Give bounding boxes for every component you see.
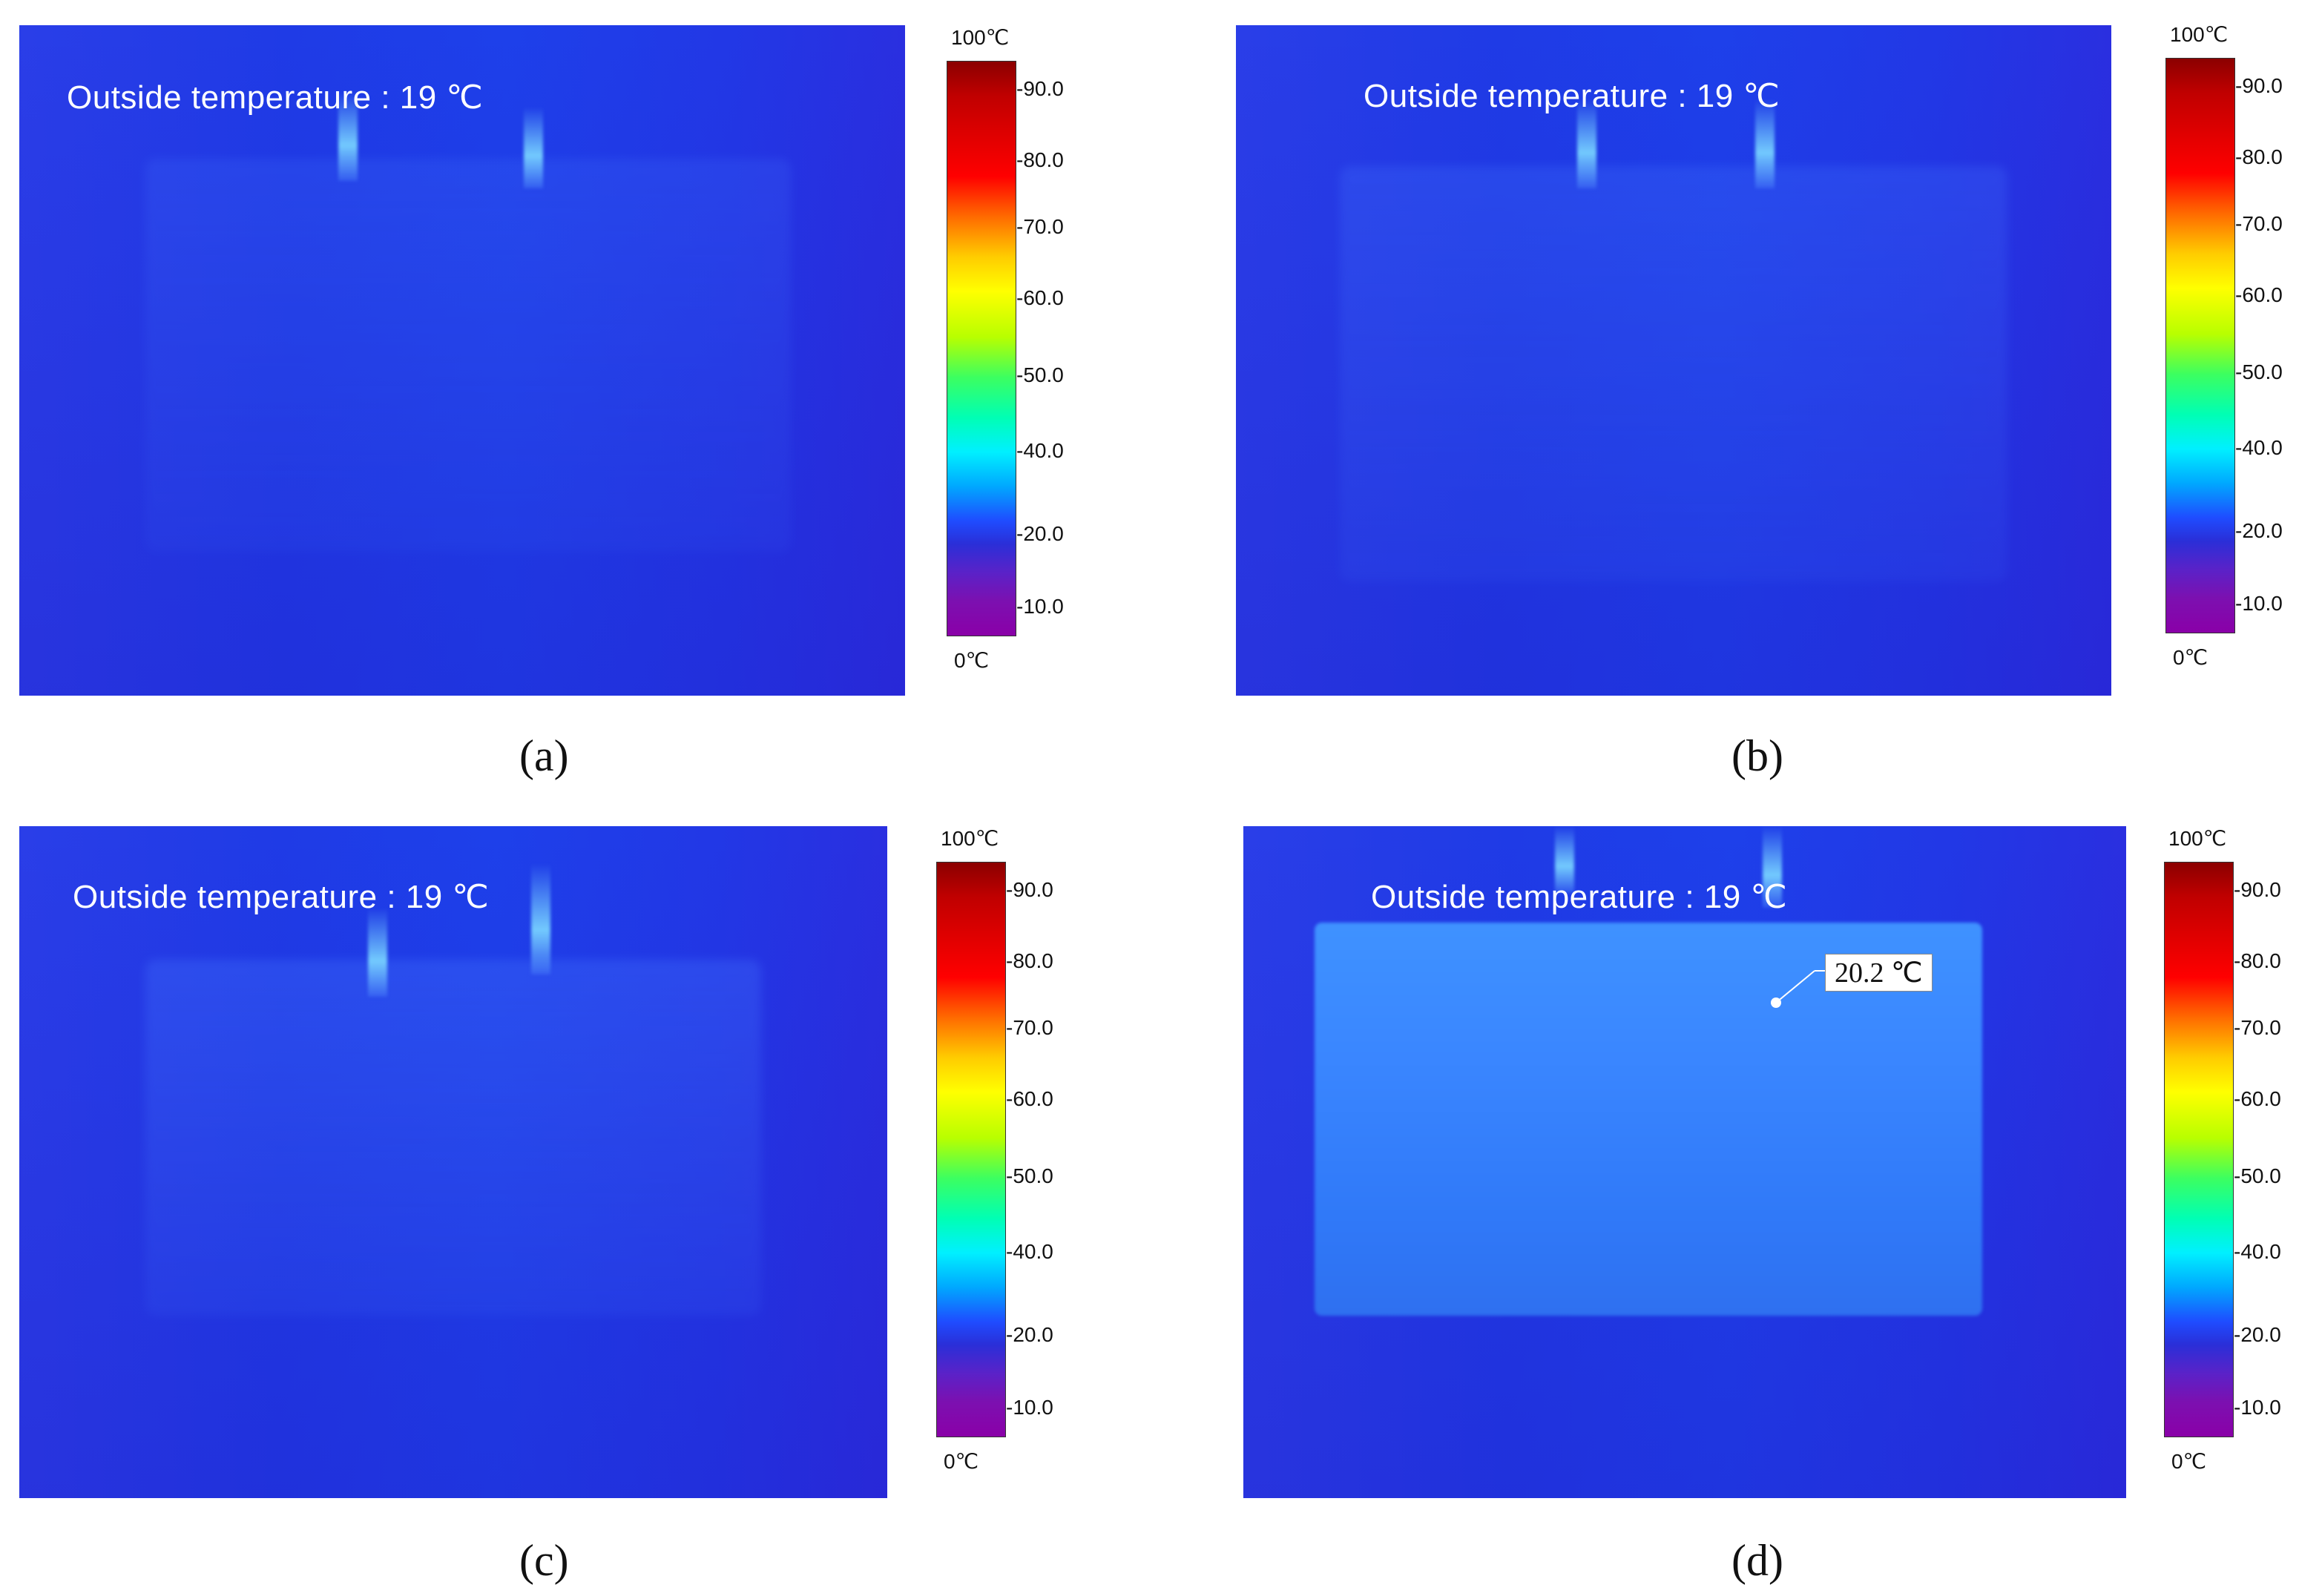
heated-block <box>1340 166 2007 581</box>
colorbar-tick: -60.0 <box>2234 1087 2281 1110</box>
colorbar-tick: -90.0 <box>2234 878 2281 901</box>
heated-block <box>145 960 761 1316</box>
temperature-callout: 20.2 ℃ <box>1825 954 1933 992</box>
colorbar-tick: -60.0 <box>2235 283 2283 306</box>
wire-right <box>1763 826 1782 908</box>
colorbar-tick: -50.0 <box>2235 360 2283 383</box>
colorbar-tick: -20.0 <box>1006 1323 1053 1346</box>
colorbar-min-label: 0℃ <box>2171 1450 2207 1473</box>
colorbar: 100℃ -90.0 -80.0 -70.0 -60.0 -50.0 -40.0… <box>939 25 1064 693</box>
colorbar-tick: -10.0 <box>1016 595 1064 618</box>
colorbar-gradient <box>936 862 1006 1437</box>
outside-temperature-caption: Outside temperature : 19 ℃ <box>1364 78 1780 114</box>
colorbar-tick: -80.0 <box>1006 949 1053 972</box>
colorbar-tick: -20.0 <box>2234 1323 2281 1346</box>
colorbar-tick: -70.0 <box>1016 215 1064 238</box>
colorbar-tick: -40.0 <box>1006 1240 1053 1263</box>
colorbar-tick: -80.0 <box>1016 148 1064 171</box>
colorbar-tick: -50.0 <box>1006 1164 1053 1187</box>
colorbar: 100℃ -90.0 -80.0 -70.0 -60.0 -50.0 -40.0… <box>2158 22 2283 690</box>
colorbar-min-label: 0℃ <box>954 649 990 672</box>
colorbar-max-label: 100℃ <box>2170 23 2229 46</box>
colorbar-tick: -20.0 <box>1016 522 1064 545</box>
outside-temperature-caption: Outside temperature : 19 ℃ <box>1371 879 1788 915</box>
thermal-image-c: Outside temperature : 19 ℃ <box>19 826 887 1498</box>
colorbar-tick: -50.0 <box>2234 1164 2281 1187</box>
colorbar-tick: -60.0 <box>1016 286 1064 309</box>
wire-left <box>1555 826 1574 893</box>
colorbar-tick: -10.0 <box>1006 1396 1053 1419</box>
colorbar-tick: -90.0 <box>1006 878 1053 901</box>
colorbar-tick: -10.0 <box>2235 592 2283 615</box>
colorbar-gradient <box>947 61 1016 636</box>
colorbar-max-label: 100℃ <box>941 827 999 850</box>
colorbar-tick: -70.0 <box>1006 1016 1053 1039</box>
panel-label: (a) <box>519 731 569 780</box>
wire-right <box>524 107 543 188</box>
wire-right <box>531 863 550 975</box>
colorbar-tick: -90.0 <box>2235 74 2283 97</box>
colorbar-max-label: 100℃ <box>951 26 1010 49</box>
panel-b: Outside temperature : 19 ℃ 100℃ -90.0 -8… <box>1149 0 2298 798</box>
colorbar-tick: -60.0 <box>1006 1087 1053 1110</box>
panel-label: (b) <box>1731 731 1783 780</box>
panel-label: (c) <box>519 1536 569 1585</box>
colorbar-max-label: 100℃ <box>2168 827 2227 850</box>
colorbar: 100℃ -90.0 -80.0 -70.0 -60.0 -50.0 -40.0… <box>929 826 1053 1494</box>
wire-left <box>368 908 387 997</box>
outside-temperature-caption: Outside temperature : 19 ℃ <box>67 79 484 116</box>
thermal-image-d: Outside temperature : 19 ℃ 20.2 ℃ <box>1243 826 2126 1498</box>
colorbar-tick: -70.0 <box>2235 212 2283 235</box>
thermal-image-a: Outside temperature : 19 ℃ <box>19 25 905 696</box>
panel-c: Outside temperature : 19 ℃ 100℃ -90.0 -8… <box>0 798 1149 1596</box>
outside-temperature-caption: Outside temperature : 19 ℃ <box>73 879 490 915</box>
colorbar-min-label: 0℃ <box>944 1450 979 1473</box>
measurement-point <box>1771 998 1781 1008</box>
colorbar-tick: -50.0 <box>1016 363 1064 386</box>
colorbar-gradient <box>2164 862 2234 1437</box>
colorbar: 100℃ -90.0 -80.0 -70.0 -60.0 -50.0 -40.0… <box>2157 826 2281 1494</box>
colorbar-gradient <box>2165 58 2235 633</box>
thermal-image-b: Outside temperature : 19 ℃ <box>1236 25 2111 696</box>
heated-block <box>145 159 791 552</box>
wire-left <box>1577 99 1596 188</box>
colorbar-min-label: 0℃ <box>2173 646 2208 669</box>
colorbar-tick: -70.0 <box>2234 1016 2281 1039</box>
panel-d: Outside temperature : 19 ℃ 20.2 ℃ 100℃ -… <box>1149 798 2298 1596</box>
wire-left <box>338 92 358 181</box>
colorbar-tick: -40.0 <box>1016 439 1064 462</box>
colorbar-tick: -80.0 <box>2235 145 2283 168</box>
colorbar-tick: -40.0 <box>2235 436 2283 459</box>
colorbar-tick: -90.0 <box>1016 77 1064 100</box>
panel-label: (d) <box>1731 1536 1783 1585</box>
colorbar-tick: -40.0 <box>2234 1240 2281 1263</box>
colorbar-tick: -80.0 <box>2234 949 2281 972</box>
panel-a: Outside temperature : 19 ℃ 100℃ -90.0 -8… <box>0 0 1149 798</box>
wire-right <box>1755 99 1775 188</box>
colorbar-tick: -10.0 <box>2234 1396 2281 1419</box>
colorbar-tick: -20.0 <box>2235 519 2283 542</box>
